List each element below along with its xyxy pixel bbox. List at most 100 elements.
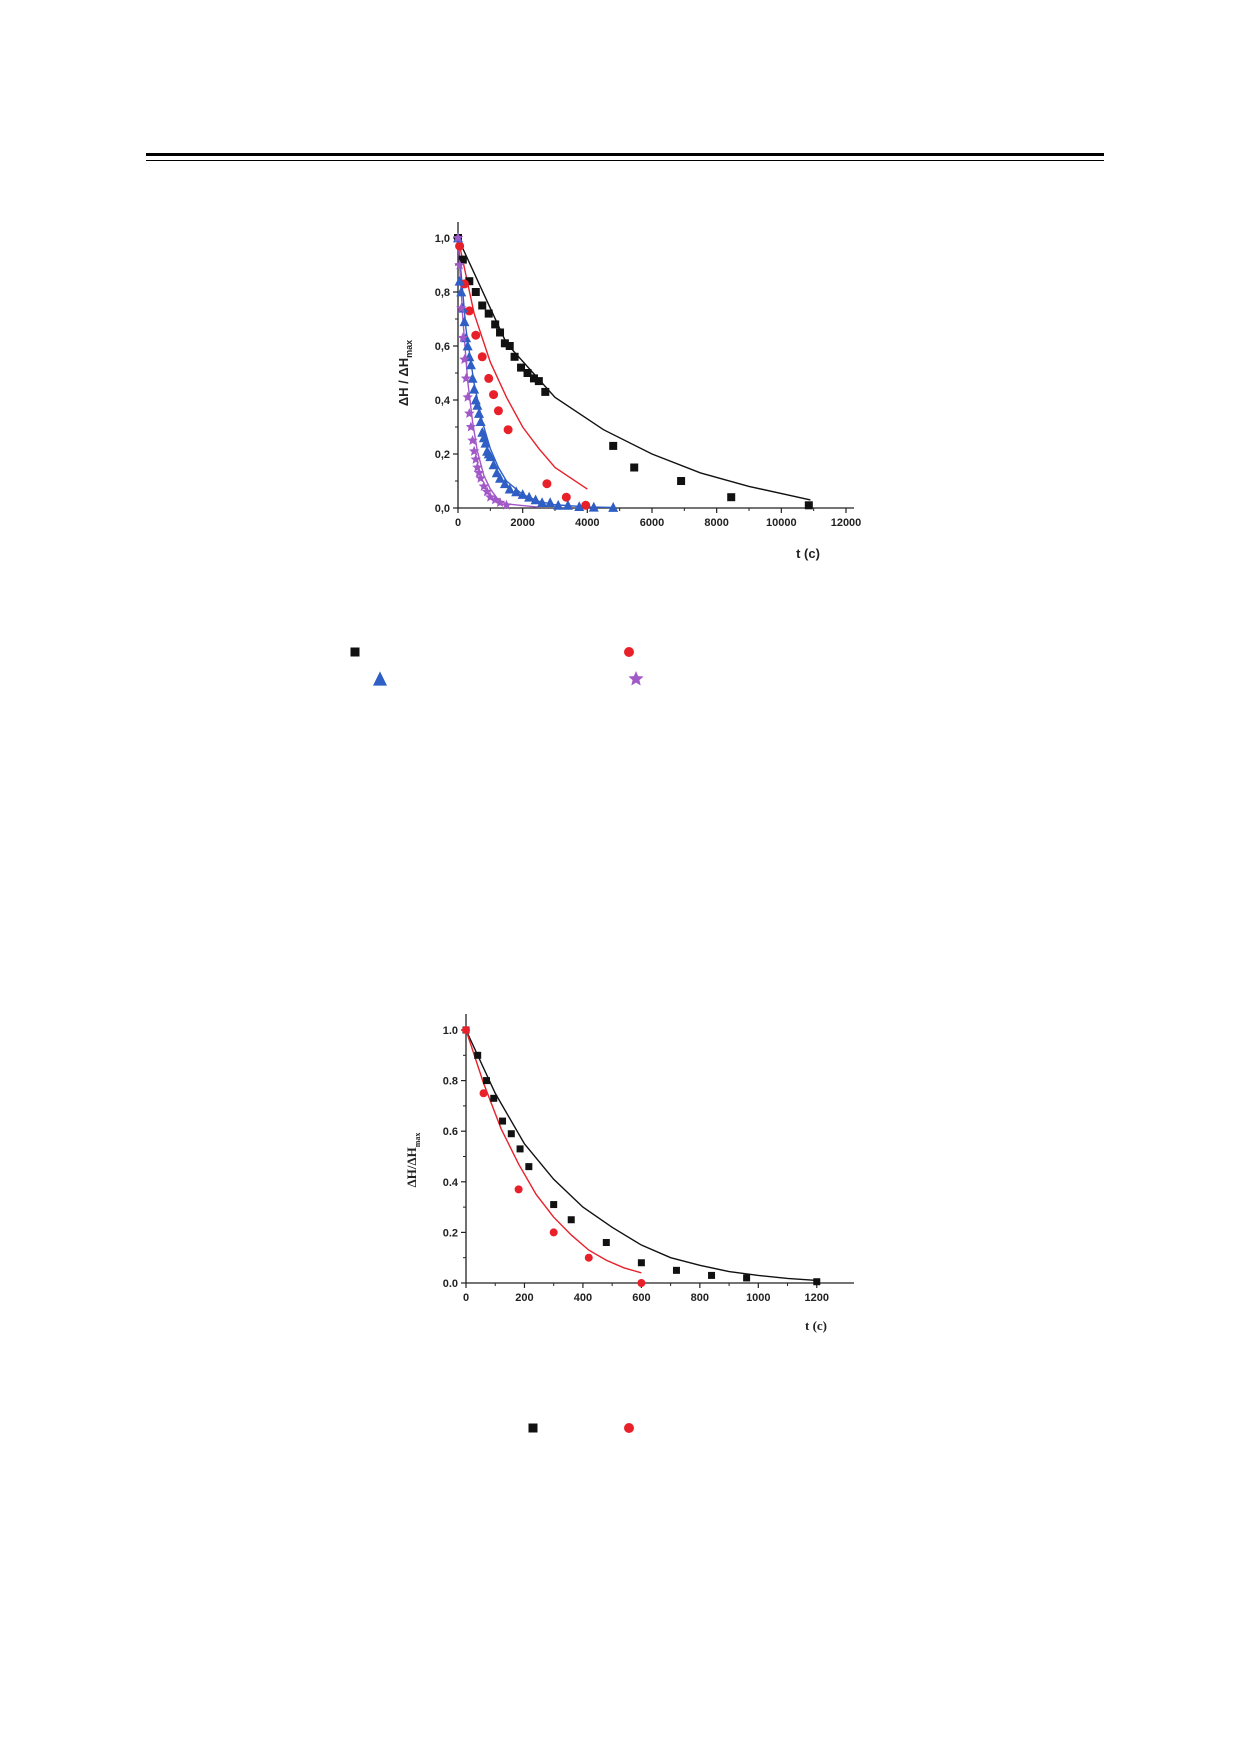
data-point-series-3: [472, 400, 483, 410]
data-point-series-3: [454, 275, 465, 286]
data-point-series-2: [471, 330, 481, 340]
data-point-series-2: [479, 1089, 488, 1098]
data-point-series-3: [456, 286, 467, 297]
y-tick-label: 0.8: [443, 1076, 458, 1088]
data-point-series-1: [478, 301, 487, 310]
data-point-series-2: [462, 1026, 470, 1034]
data-point-series-4: [459, 354, 470, 364]
data-point-series-4: [468, 445, 480, 456]
y-tick-label: 0,8: [435, 287, 450, 299]
data-point-series-1: [743, 1274, 751, 1282]
data-point-series-1: [491, 320, 500, 329]
data-point-series-3: [511, 486, 522, 497]
x-tick-label: 800: [691, 1292, 709, 1304]
data-point-series-3: [459, 316, 470, 327]
data-point-series-4: [473, 467, 485, 478]
data-point-series-1: [496, 328, 505, 337]
data-point-series-2: [484, 373, 494, 383]
header-rule-thin: [146, 160, 1104, 161]
data-point-series-1: [458, 255, 467, 264]
data-point-series-3: [495, 472, 506, 483]
chart-decay-two-series: 0 200 400 600 800 1000 1200 0.0 0.2 0.4 0.6 0.8 1.0 Δ…: [404, 1014, 854, 1333]
data-point-series-4: [460, 372, 472, 383]
legend-chart-1: [350, 647, 644, 686]
x-tick-label: 600: [632, 1292, 650, 1304]
x-tick-label: 6000: [640, 517, 664, 529]
fit-curve-series-2: [465, 1029, 642, 1274]
x-tick-label: 1000: [746, 1292, 770, 1304]
data-point-series-4: [457, 332, 469, 343]
x-tick-label: 1200: [805, 1292, 829, 1304]
data-point-series-1: [525, 1163, 533, 1171]
y-tick-label: 0,6: [435, 341, 450, 353]
data-point-series-3: [553, 499, 564, 510]
y-tick-label: 0.6: [443, 1126, 458, 1138]
header-rule-thick: [146, 153, 1104, 156]
y-tick-label: 0.2: [443, 1227, 458, 1239]
data-point-series-3: [517, 489, 528, 499]
y-tick-label: 0.4: [443, 1177, 459, 1189]
data-point-series-2: [464, 306, 474, 316]
data-point-series-3: [467, 373, 478, 383]
y-tick-label: 1.0: [443, 1025, 458, 1037]
data-point-series-2: [493, 406, 503, 416]
data-point-series-4: [467, 435, 478, 445]
data-point-series-1: [471, 288, 480, 296]
data-point-series-1: [804, 501, 813, 510]
legend-marker-square: [528, 1423, 538, 1433]
data-point-series-1: [534, 377, 543, 386]
x-tick-label: 4000: [575, 517, 599, 529]
data-point-series-2: [455, 241, 465, 251]
data-point-series-4: [452, 232, 464, 243]
fit-curve-series-2: [457, 237, 588, 490]
legend-marker-circle: [624, 1423, 634, 1433]
data-point-series-3: [524, 491, 535, 502]
data-point-series-4: [465, 421, 477, 432]
fit-curve-series-1: [465, 1029, 817, 1282]
legend-marker-square: [350, 647, 360, 657]
data-point-series-4: [475, 472, 486, 483]
data-point-series-3: [545, 497, 556, 507]
x-tick-label: 10000: [766, 517, 797, 529]
data-point-series-1: [567, 1216, 575, 1224]
data-point-series-3: [608, 502, 619, 512]
data-point-series-1: [482, 1077, 490, 1085]
data-point-series-1: [474, 1051, 482, 1059]
y-tick-label: 0.0: [443, 1278, 458, 1290]
data-point-series-3: [530, 494, 541, 505]
fit-curve-series-1: [457, 237, 811, 501]
data-point-series-1: [484, 309, 493, 318]
data-point-series-3: [488, 459, 499, 470]
y-tick-label: 0,0: [435, 503, 450, 515]
data-point-series-1: [672, 1266, 680, 1274]
data-point-series-3: [475, 416, 486, 426]
data-point-series-1: [500, 339, 509, 348]
x-tick-label: 0: [455, 517, 461, 529]
data-point-series-1: [609, 441, 618, 450]
data-point-series-3: [480, 437, 491, 448]
data-point-series-4: [462, 391, 473, 402]
data-point-series-1: [516, 1145, 524, 1153]
legend-chart-2: [528, 1423, 634, 1433]
data-point-series-2: [489, 390, 499, 400]
x-axis-title: t (c): [796, 546, 820, 561]
data-point-series-2: [542, 479, 552, 489]
data-point-series-4: [472, 462, 483, 472]
data-point-series-4: [470, 453, 482, 464]
data-point-series-2: [549, 1228, 558, 1237]
data-point-series-1: [529, 374, 538, 383]
data-point-series-2: [503, 425, 513, 435]
data-point-series-1: [510, 352, 519, 361]
data-point-series-3: [537, 497, 548, 507]
data-point-series-1: [499, 1117, 507, 1125]
data-point-series-3: [469, 383, 480, 394]
data-point-series-3: [574, 501, 585, 512]
data-point-series-2: [584, 1253, 593, 1262]
data-point-series-1: [517, 363, 526, 372]
legend-marker-triangle: [373, 671, 387, 686]
data-point-series-3: [588, 501, 599, 512]
data-point-series-1: [523, 369, 532, 377]
data-point-series-3: [462, 340, 473, 351]
data-point-series-1: [630, 463, 639, 472]
data-point-series-1: [813, 1278, 821, 1286]
